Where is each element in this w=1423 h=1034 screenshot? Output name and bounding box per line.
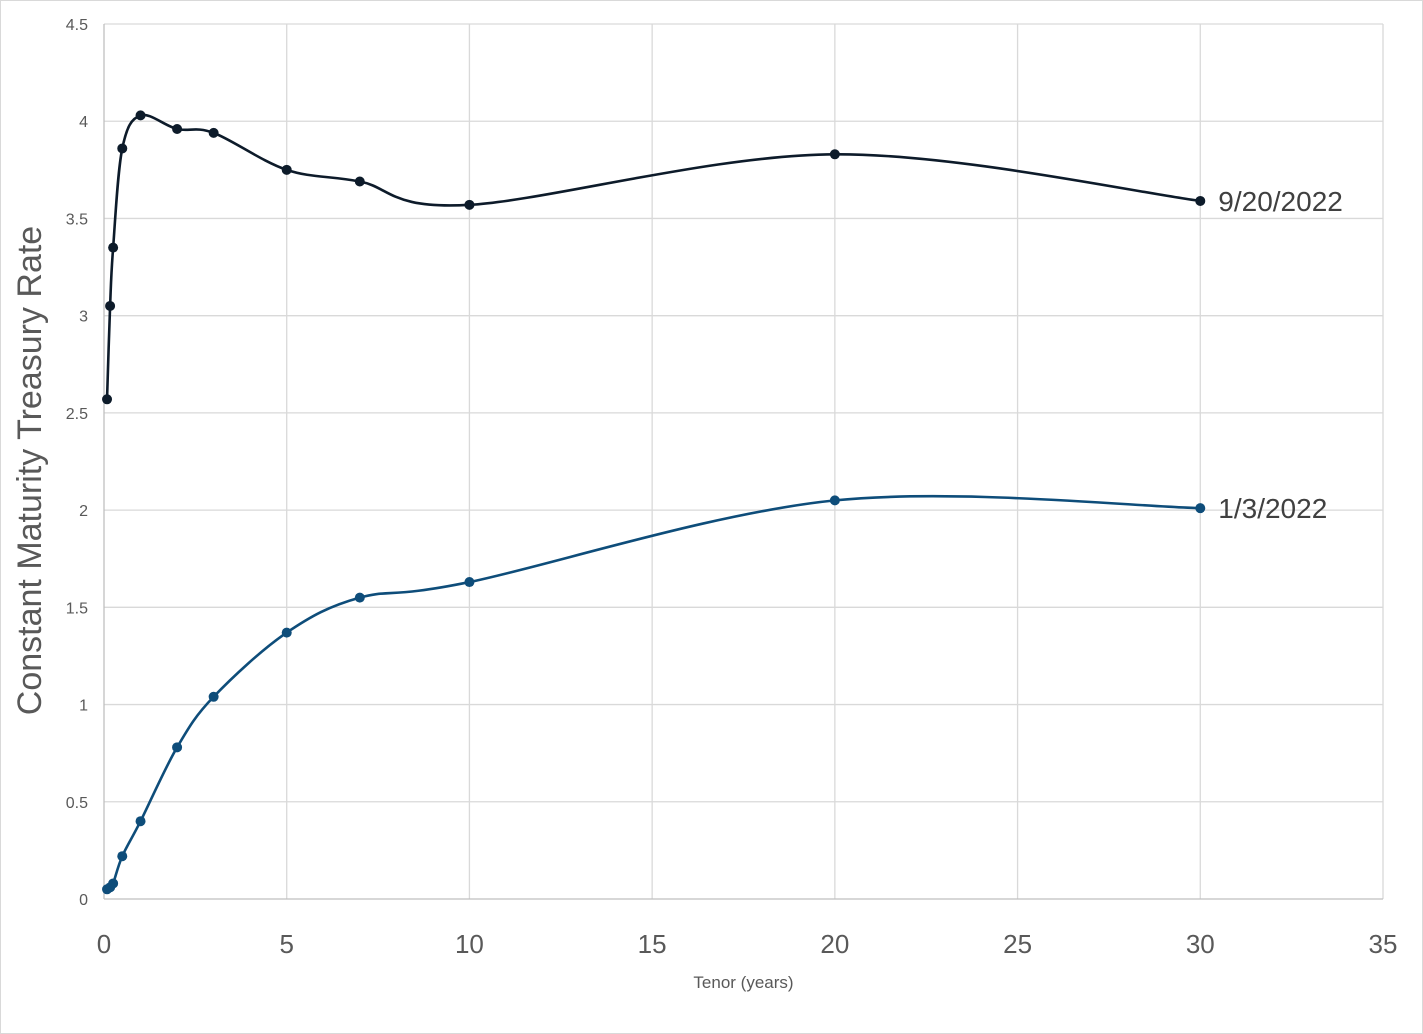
y-tick-label: 0.5 — [66, 795, 88, 812]
data-point — [105, 300, 116, 311]
x-tick-label: 20 — [820, 929, 849, 959]
x-tick-label: 30 — [1186, 929, 1215, 959]
y-tick-label: 2.5 — [66, 406, 88, 423]
series-layer — [102, 110, 1206, 895]
series-1 — [102, 110, 1206, 405]
data-point — [135, 110, 146, 121]
data-point — [1195, 195, 1206, 206]
axes — [103, 24, 1383, 900]
labels: 0 0.5 1 1.5 2 2.5 3 3.5 4 4.5 0 5 10 15 20 25 30 35 9/20/2… — [66, 17, 1398, 959]
x-tick-label: 25 — [1003, 929, 1032, 959]
y-tick-label: 1.5 — [66, 600, 88, 617]
y-tick-label: 4.5 — [66, 17, 88, 34]
x-tick-label: 5 — [279, 929, 293, 959]
data-point — [1195, 503, 1206, 514]
data-point — [281, 164, 292, 175]
data-point — [354, 592, 365, 603]
y-tick-label: 2 — [79, 503, 88, 520]
data-point — [117, 851, 128, 862]
y-tick-label: 4 — [79, 114, 88, 131]
series-label: 9/20/2022 — [1218, 186, 1343, 217]
data-point — [108, 878, 119, 889]
data-point — [464, 199, 475, 210]
series-line — [105, 113, 1202, 401]
data-point — [208, 691, 219, 702]
x-tick-label: 35 — [1369, 929, 1398, 959]
y-tick-label: 1 — [79, 698, 88, 715]
y-axis-title: Constant Maturity Treasury Rate — [11, 226, 49, 715]
y-tick-label: 3 — [79, 309, 88, 326]
grid — [104, 23, 1384, 899]
data-point — [829, 495, 840, 506]
data-point — [281, 627, 292, 638]
data-point — [135, 816, 146, 827]
data-point — [102, 394, 113, 405]
x-axis-title: Tenor (years) — [693, 973, 793, 992]
x-tick-label: 15 — [638, 929, 667, 959]
data-point — [354, 176, 365, 187]
data-point — [208, 127, 219, 138]
data-point — [117, 143, 128, 154]
data-point — [829, 149, 840, 160]
data-point — [172, 742, 183, 753]
data-point — [172, 124, 183, 134]
x-tick-label: 10 — [455, 929, 484, 959]
data-point — [108, 242, 119, 253]
y-tick-label: 3.5 — [66, 211, 88, 228]
series-label: 1/3/2022 — [1218, 493, 1327, 524]
y-tick-label: 0 — [79, 892, 88, 909]
series-line — [105, 494, 1202, 891]
series-2 — [102, 494, 1206, 895]
data-point — [464, 577, 475, 588]
x-tick-label: 0 — [97, 929, 111, 959]
